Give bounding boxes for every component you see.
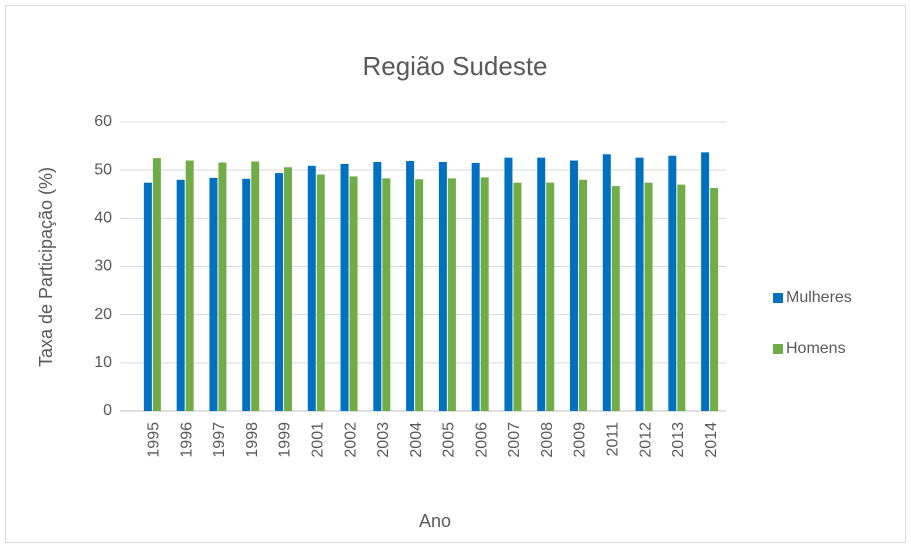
- bar: [152, 158, 161, 411]
- bar: [209, 177, 218, 411]
- x-tick-label: 1999: [277, 422, 294, 458]
- x-tick-label: 2008: [539, 422, 556, 458]
- bar: [677, 184, 686, 411]
- bar: [644, 182, 653, 411]
- y-tick-label: 20: [94, 306, 112, 323]
- bar: [710, 187, 719, 411]
- legend-label: Mulheres: [786, 289, 852, 306]
- bar: [611, 186, 620, 411]
- bar: [316, 174, 325, 411]
- x-tick-label: 1995: [146, 422, 163, 458]
- x-tick-label: 2001: [309, 422, 326, 458]
- bar: [438, 161, 447, 411]
- legend-swatch: [773, 293, 783, 303]
- x-tick-label: 2013: [670, 422, 687, 458]
- bar: [275, 173, 283, 411]
- bar: [480, 177, 489, 411]
- x-tick-label: 1997: [211, 422, 228, 458]
- bar: [340, 163, 349, 411]
- bar: [242, 178, 251, 411]
- x-axis-label: Ano: [419, 511, 451, 531]
- x-tick-label: 2005: [441, 422, 458, 458]
- bar: [307, 165, 316, 411]
- y-tick-label: 40: [94, 210, 112, 227]
- bar: [668, 155, 677, 411]
- x-tick-label: 2014: [703, 422, 720, 458]
- bar: [143, 182, 152, 411]
- bar: [373, 161, 382, 411]
- x-tick-label: 2012: [637, 422, 654, 458]
- bar: [218, 162, 227, 411]
- x-tick-label: 2006: [473, 422, 490, 458]
- x-tick-label: 2003: [375, 422, 392, 458]
- bar: [415, 179, 424, 411]
- bar: [546, 182, 555, 411]
- bar: [176, 179, 185, 411]
- x-tick-label: 2002: [342, 422, 359, 458]
- bar: [513, 182, 522, 411]
- bar: [284, 167, 292, 411]
- x-tick-label: 1998: [244, 422, 261, 458]
- bar: [251, 161, 260, 411]
- bar: [471, 162, 480, 411]
- bar: [602, 154, 611, 411]
- bar: [349, 176, 358, 411]
- x-tick-label: 2009: [572, 422, 589, 458]
- y-tick-label: 0: [103, 402, 112, 419]
- bar: [406, 161, 415, 411]
- y-tick-label: 10: [94, 354, 112, 371]
- bar: [447, 178, 456, 411]
- bar: [570, 160, 578, 411]
- bar: [185, 160, 194, 411]
- y-tick-label: 60: [94, 113, 112, 130]
- bar: [537, 157, 546, 411]
- bar: [701, 152, 710, 411]
- chart-title: Região Sudeste: [362, 51, 547, 81]
- x-tick-label: 2007: [506, 422, 523, 458]
- y-tick-label: 50: [94, 161, 112, 178]
- y-tick-label: 30: [94, 258, 112, 275]
- bar: [382, 178, 391, 411]
- legend-label: Homens: [786, 340, 846, 357]
- y-axis-label: Taxa de Participação (%): [36, 167, 56, 367]
- x-tick-label: 2004: [408, 422, 425, 458]
- bar: [635, 157, 644, 411]
- x-tick-label: 1996: [178, 422, 195, 458]
- legend-swatch: [773, 344, 783, 354]
- x-tick-label: 2011: [604, 422, 621, 457]
- bar: [579, 179, 587, 411]
- bar: [504, 157, 513, 411]
